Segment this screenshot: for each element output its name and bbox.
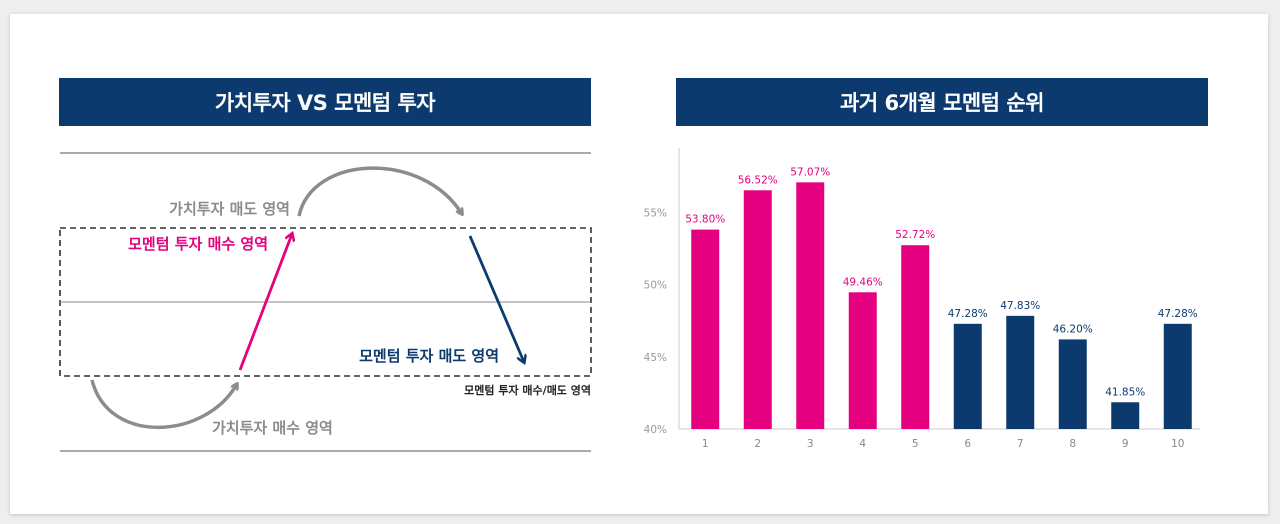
x-tick-label-3: 3 [807, 438, 814, 450]
bar-value-label-2: 56.52% [738, 174, 778, 186]
bar-rank-8 [1058, 339, 1087, 429]
bar-value-label-9: 41.85% [1105, 386, 1145, 398]
x-tick-label-9: 9 [1122, 438, 1129, 450]
x-tick-label-4: 4 [859, 438, 866, 450]
bar-rank-2 [743, 190, 772, 429]
bar-rank-6 [953, 323, 982, 429]
bar-rank-3 [796, 182, 825, 429]
left-panel-title: 가치투자 VS 모멘텀 투자 [59, 78, 591, 126]
bar-value-label-5: 52.72% [895, 229, 935, 241]
momentum-sell-zone-label: 모멘텀 투자 매도 영역 [359, 347, 499, 365]
momentum-zone-caption: 모멘텀 투자 매수/매도 영역 [464, 383, 591, 397]
bar-rank-4 [848, 292, 877, 429]
x-tick-label-10: 10 [1171, 438, 1184, 450]
x-tick-label-2: 2 [754, 438, 761, 450]
bar-rank-10 [1163, 323, 1192, 429]
y-tick-label-50: 50% [644, 280, 667, 292]
bar-value-label-6: 47.28% [948, 308, 988, 320]
value-buy-curve-arrow [90, 379, 237, 430]
value-sell-zone-label: 가치투자 매도 영역 [169, 200, 290, 218]
right-panel-title: 과거 6개월 모멘텀 순위 [676, 78, 1208, 126]
value-vs-momentum-diagram: 가치투자 매도 영역 모멘텀 투자 매수 영역 모멘텀 투자 매도 영역 모멘텀… [59, 152, 592, 452]
bar-value-label-3: 57.07% [790, 166, 830, 178]
y-tick-label-45: 45% [644, 352, 667, 364]
x-tick-label-6: 6 [964, 438, 971, 450]
x-tick-label-5: 5 [912, 438, 919, 450]
bar-rank-5 [901, 245, 930, 429]
bar-rank-9 [1111, 402, 1140, 429]
momentum-buy-arrow [238, 234, 292, 371]
x-tick-label-8: 8 [1069, 438, 1076, 450]
momentum-buy-zone-label: 모멘텀 투자 매수 영역 [128, 235, 268, 253]
bar-value-label-7: 47.83% [1000, 300, 1040, 312]
bar-value-label-4: 49.46% [843, 276, 883, 288]
x-tick-label-1: 1 [702, 438, 709, 450]
value-sell-curve-arrow [297, 166, 462, 216]
bar-rank-7 [1006, 315, 1035, 429]
bar-value-label-8: 46.20% [1053, 323, 1093, 335]
y-tick-label-55: 55% [644, 207, 667, 219]
y-tick-label-40: 40% [644, 424, 667, 436]
bar-value-label-1: 53.80% [685, 214, 725, 226]
x-tick-label-7: 7 [1017, 438, 1024, 450]
momentum-sell-arrow [468, 235, 524, 362]
value-buy-zone-label: 가치투자 매수 영역 [212, 419, 333, 437]
bar-rank-1 [691, 229, 720, 429]
bar-value-label-10: 47.28% [1158, 308, 1198, 320]
